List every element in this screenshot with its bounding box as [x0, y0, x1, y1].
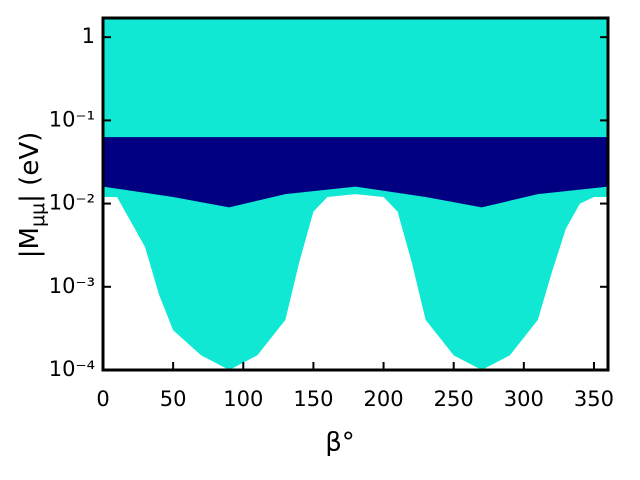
x-tick-label: 300 [504, 387, 544, 411]
x-tick-label: 350 [574, 387, 614, 411]
y-tick-label: 10⁻³ [49, 274, 95, 298]
x-axis-label: β° [325, 428, 355, 458]
band [103, 137, 608, 208]
y-tick-label: 10⁻² [49, 191, 95, 215]
x-tick-label: 200 [364, 387, 404, 411]
y-axis-label: |Mμμ| (eV) [15, 132, 49, 258]
y-label-end: | (eV) [15, 132, 45, 203]
y-tick-label: 10⁻⁴ [49, 357, 95, 381]
y-tick-label: 1 [82, 24, 95, 48]
band [103, 18, 608, 370]
y-label-sub: μμ [27, 203, 49, 227]
x-tick-label: 100 [223, 387, 263, 411]
y-tick-label: 10⁻¹ [49, 107, 95, 131]
x-tick-label: 250 [434, 387, 474, 411]
plot-frame [101, 16, 610, 372]
y-label-main: |M [15, 227, 45, 258]
x-tick-label: 50 [160, 387, 187, 411]
x-tick-label: 150 [293, 387, 333, 411]
x-tick-label: 0 [96, 387, 109, 411]
